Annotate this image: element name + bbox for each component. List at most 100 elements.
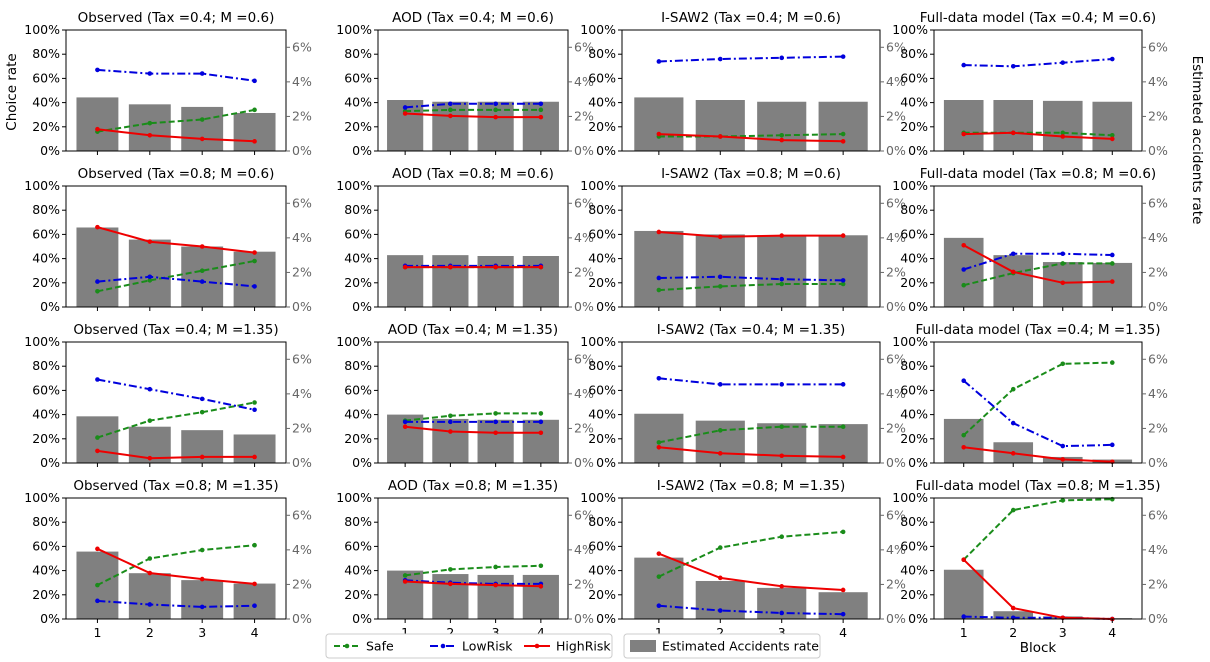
y-tick-label: 60% [588,226,616,241]
series-point-highrisk [493,114,498,120]
series-point-highrisk [538,584,544,589]
series-point-lowrisk [961,378,967,384]
y-right-tick-label: 0% [574,143,594,158]
accident-rate-bar [943,100,984,151]
series-point-lowrisk [199,71,205,76]
series-point-lowrisk [1109,442,1115,448]
series-point-safe [717,545,723,550]
series-point-highrisk [448,113,453,119]
series-point-highrisk [961,131,967,137]
accident-rate-bar [181,246,224,307]
plot-frame [621,185,881,308]
y-tick-label: 0% [596,455,616,470]
series-point-highrisk [840,139,846,144]
series-point-highrisk [402,111,408,116]
y-right-tick-label: 0% [886,143,906,158]
legend-label-safe: Safe [366,639,394,654]
series-point-lowrisk [538,101,544,107]
series-line-highrisk [963,131,1113,140]
x-tick-label: 4 [537,625,545,640]
y-right-tick-label: 0% [1148,611,1168,626]
accident-rate-bar [522,574,559,619]
plot-frame [65,341,287,464]
x-tick-label: 2 [716,625,724,640]
series-line-safe [658,283,844,292]
series-point-lowrisk [961,267,967,272]
plot-frame [65,497,287,620]
x-tick-label: 1 [401,625,409,640]
series-point-safe [538,563,544,569]
y-right-tick-label: 6% [292,351,312,366]
y-tick-label: 60% [900,226,928,241]
y-right-tick-label: 0% [574,299,594,314]
series-point-lowrisk [538,419,544,425]
series-point-highrisk [717,451,723,456]
y-tick-label: 20% [900,431,928,446]
y-right-tick-label: 4% [574,74,594,89]
series-line-highrisk [97,226,255,254]
y-tick-label: 60% [588,382,616,397]
series-line-highrisk [963,446,1113,463]
series-point-highrisk [961,444,967,450]
y-right-tick-label: 0% [1148,143,1168,158]
y-right-tick-label: 2% [574,420,594,435]
x-tick-label: 3 [778,625,786,640]
series-point-safe [252,400,257,405]
y-tick-label: 20% [32,119,60,134]
subplot-16: 0% 20% 40% 60% 80% 100% 0% 2% 4% 6% 1 2 3 4 Full-data … [892,478,1168,640]
y-right-tick-label: 6% [886,195,906,210]
y-tick-label: 80% [588,46,616,61]
y-tick-label: 60% [344,538,372,553]
series-point-lowrisk [252,603,257,608]
series-point-safe [199,268,205,274]
y-right-tick-label: 6% [574,39,594,54]
plot-frame [621,29,881,152]
series-line-safe [405,108,541,113]
y-tick-label: 60% [900,538,928,553]
series-point-safe [656,287,662,293]
y-right-tick-label: 2% [1148,420,1168,435]
series-point-highrisk [448,429,453,434]
series-point-safe [1109,132,1115,138]
series-point-lowrisk [95,598,100,604]
series-point-highrisk [402,264,408,270]
series-point-safe [252,258,257,264]
y-tick-label: 60% [344,70,372,85]
series-point-safe [840,281,846,287]
series-point-safe [717,284,723,289]
y-tick-label: 100% [580,22,616,37]
legend-label-highrisk: HighRisk [556,639,611,654]
series-point-safe [199,547,205,553]
series-point-lowrisk [402,419,408,425]
y-tick-label: 40% [588,563,616,578]
y-right-tick-label: 0% [574,455,594,470]
series-line-safe [658,530,844,578]
y-right-tick-label: 6% [292,39,312,54]
y-tick-label: 80% [32,514,60,529]
series-point-highrisk [199,454,205,460]
series-line-highrisk [658,133,844,143]
y-tick-label: 0% [352,611,372,626]
series-point-safe [448,567,453,572]
y-tick-label: 100% [336,490,372,505]
y-right-tick-label: 0% [292,299,312,314]
series-line-highrisk [658,552,844,591]
series-point-highrisk [1109,279,1115,284]
y-tick-label: 100% [580,490,616,505]
series-point-lowrisk [717,608,723,613]
y-tick-label: 40% [588,251,616,266]
y-right-tick-label: 6% [1148,195,1168,210]
series-point-safe [1060,130,1066,136]
plot-frame [933,341,1143,464]
legend-swatch-bars [630,640,656,652]
y-right-tick-label: 4% [886,74,906,89]
subplot-15: 0% 20% 40% 60% 80% 100% 0% 2% 4% 6% 1 2 3 4 I-SAW2 (Ta… [580,478,906,640]
y-right-tick-label: 2% [1148,576,1168,591]
series-point-highrisk [493,430,498,436]
legend-label-bars: Estimated Accidents rate [662,639,819,654]
series-point-safe [1060,498,1066,503]
y-tick-label: 20% [900,119,928,134]
series-line-lowrisk [963,58,1113,68]
y-tick-label: 80% [344,202,372,217]
y-right-tick-label: 2% [574,264,594,279]
